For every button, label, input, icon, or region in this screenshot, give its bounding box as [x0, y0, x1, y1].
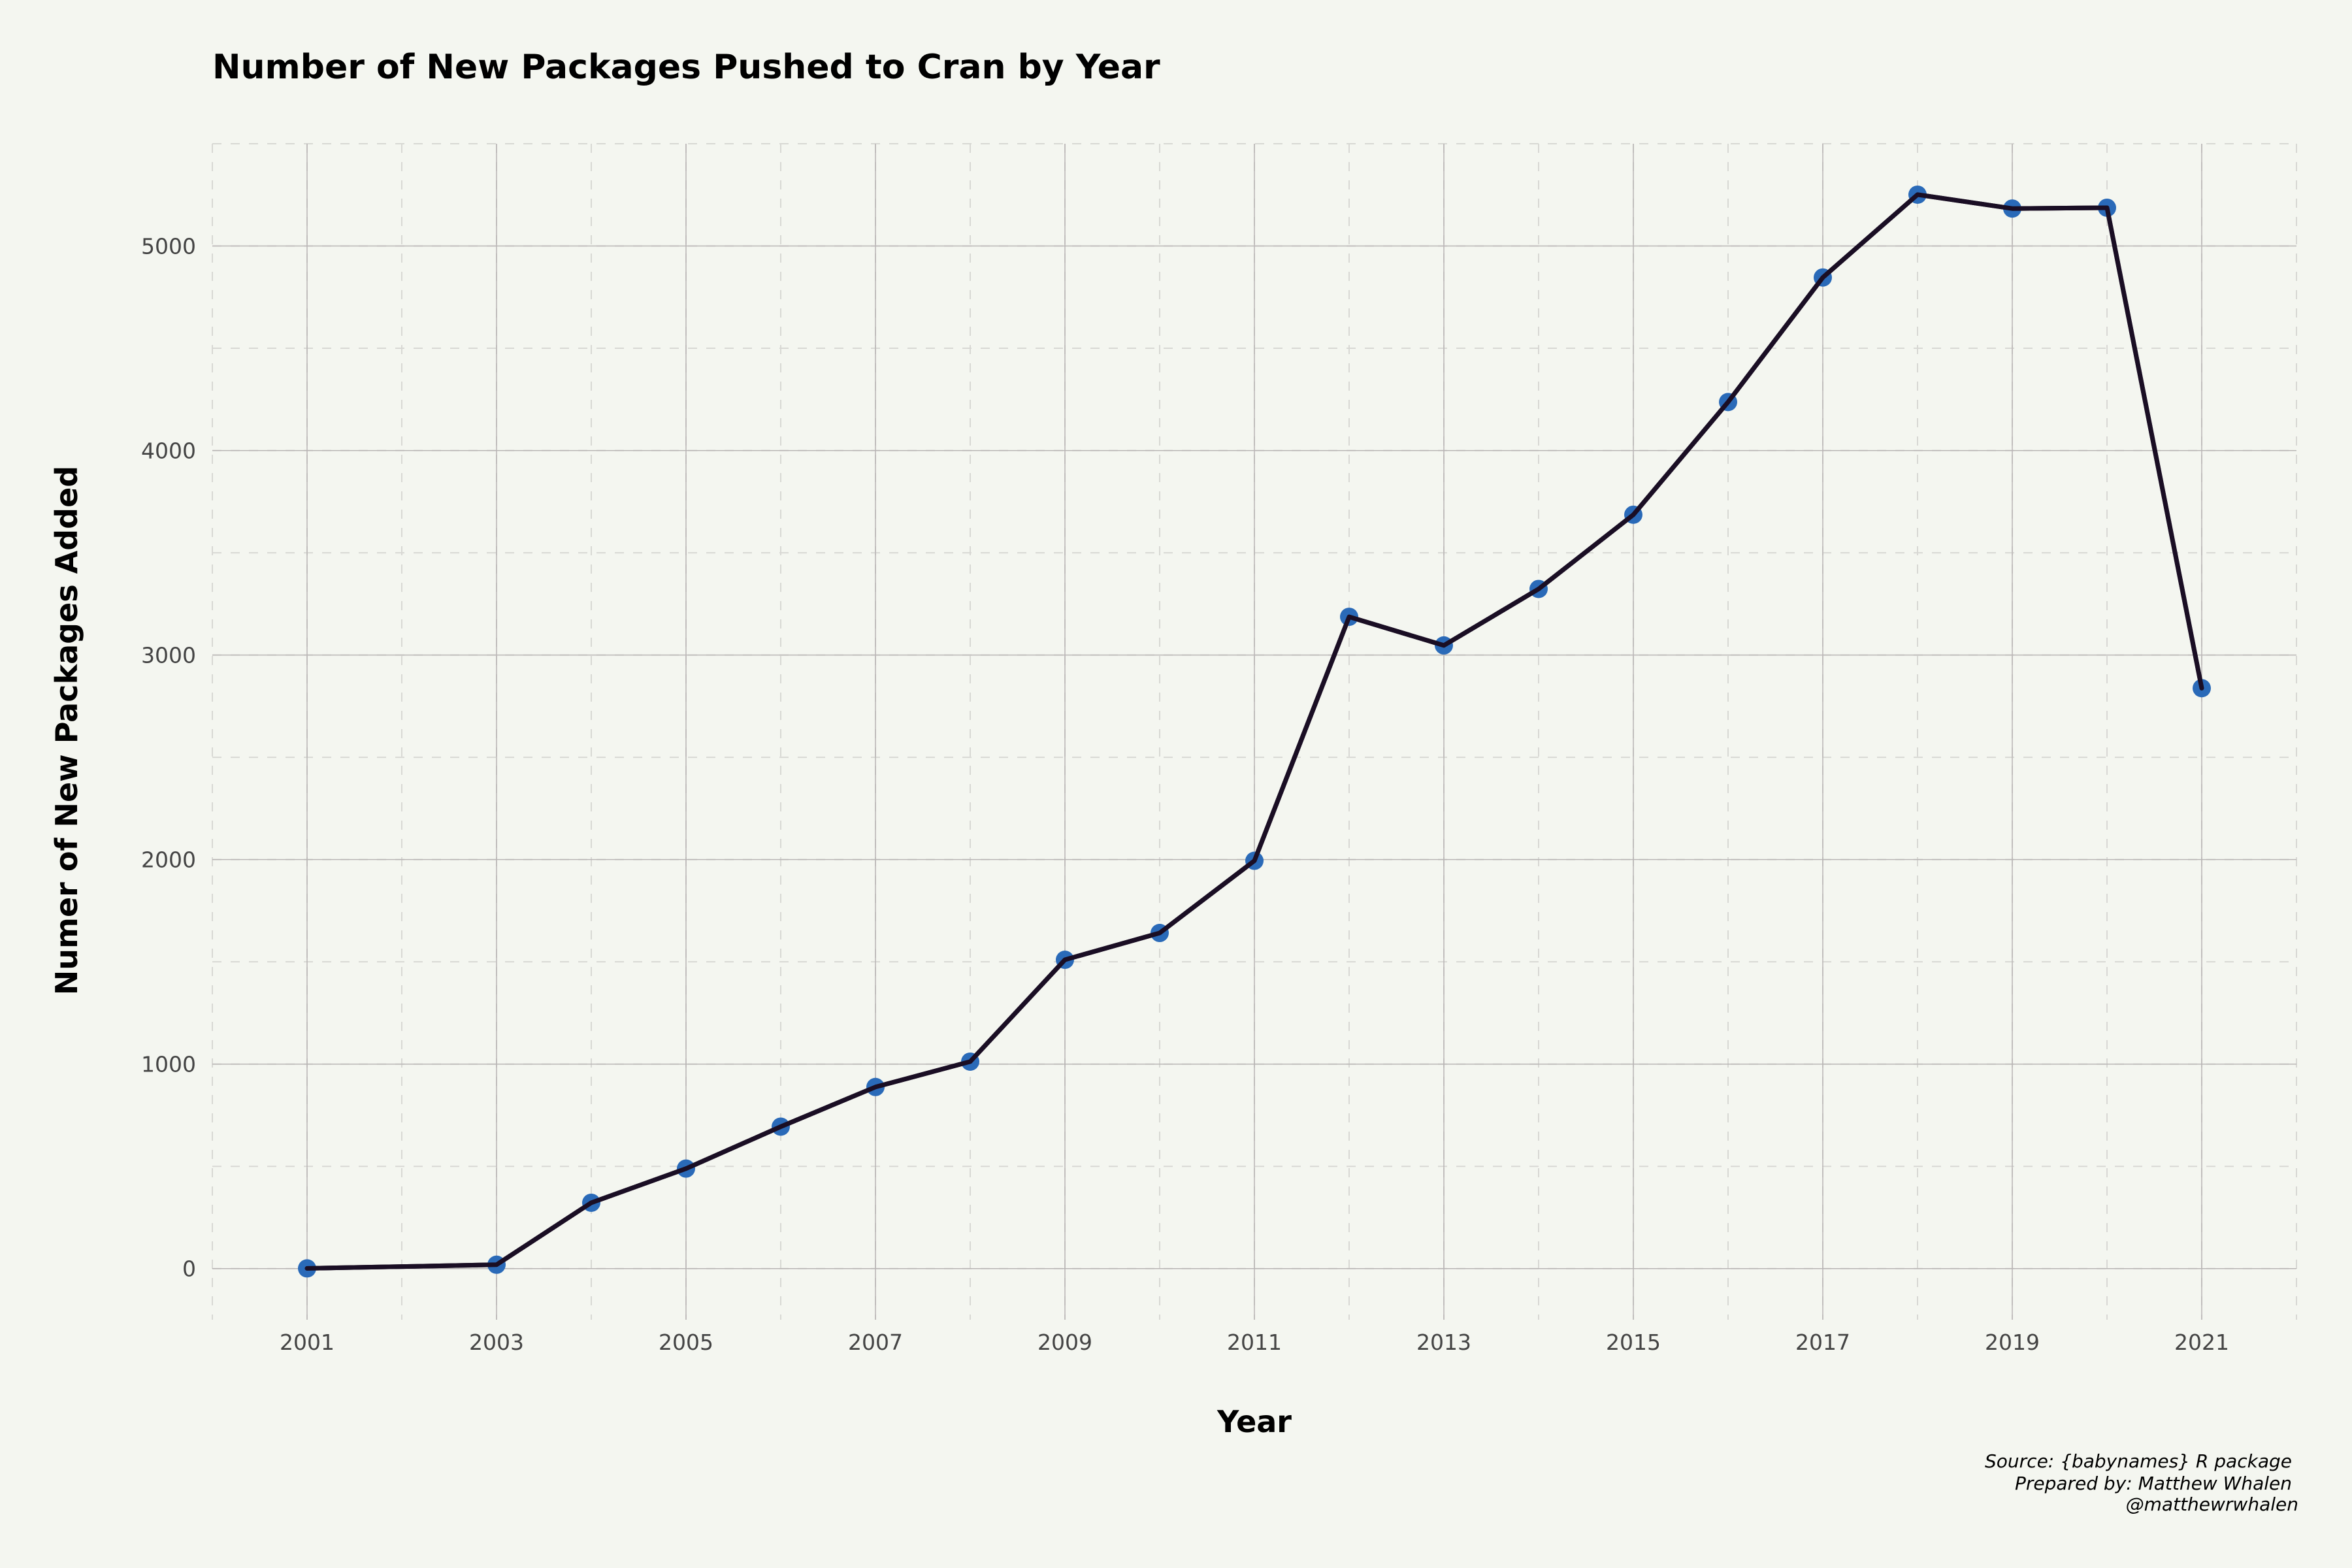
source-line-3: @matthewrwhalen	[2126, 1494, 2298, 1515]
x-tick-label: 2001	[280, 1330, 335, 1355]
y-tick-label: 3000	[141, 643, 196, 668]
source-line-2: Prepared by: Matthew Whalen	[2015, 1473, 2292, 1494]
tick-labels: 2001 2003 2005 2007 2009 2011 2013 2015 2017 2019…	[141, 234, 2229, 1355]
series-line-overlay	[304, 192, 2204, 1271]
grid	[212, 143, 2297, 1320]
x-tick-label: 2011	[1227, 1330, 1282, 1355]
x-tick-label: 2003	[469, 1330, 524, 1355]
x-tick-label: 2005	[659, 1330, 713, 1355]
x-axis-label: Year	[1217, 1404, 1292, 1439]
x-tick-label: 2021	[2174, 1330, 2229, 1355]
x-tick-label: 2017	[1795, 1330, 1850, 1355]
chart-title: Number of New Packages Pushed to Cran by…	[212, 48, 1160, 87]
x-tick-label: 2019	[1985, 1330, 2040, 1355]
x-tick-label: 2013	[1416, 1330, 1471, 1355]
x-tick-label: 2015	[1606, 1330, 1661, 1355]
marker-layer	[298, 185, 2211, 1278]
source-line-1: Source: {babynames} R package	[1985, 1450, 2292, 1472]
y-tick-label: 1000	[141, 1052, 196, 1077]
y-tick-label: 5000	[141, 234, 196, 259]
y-tick-label: 2000	[141, 847, 196, 873]
y-axis-label: Numer of New Packages Added	[49, 466, 84, 995]
y-tick-label: 0	[182, 1256, 196, 1282]
y-tick-label: 4000	[141, 438, 196, 464]
x-tick-label: 2007	[848, 1330, 903, 1355]
x-tick-label: 2009	[1037, 1330, 1092, 1355]
